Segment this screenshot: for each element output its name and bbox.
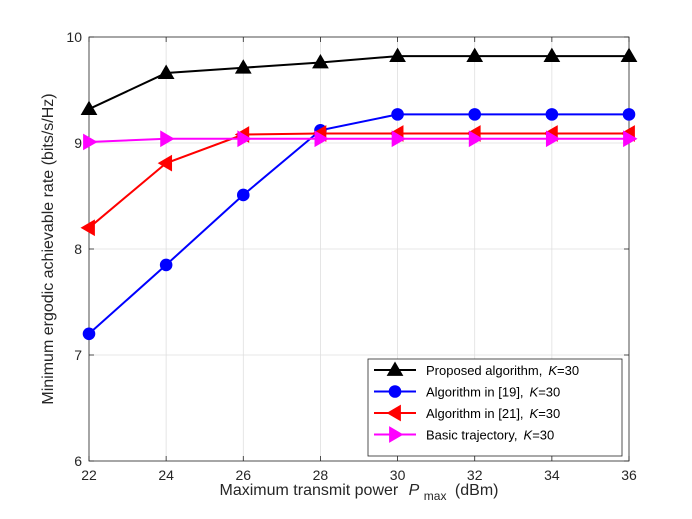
series-4 xyxy=(83,130,638,151)
data-point xyxy=(80,100,98,115)
legend-box xyxy=(367,358,623,457)
data-point xyxy=(620,47,638,62)
y-tick-label: 10 xyxy=(66,29,82,45)
x-tick-label: 24 xyxy=(158,467,174,483)
data-point xyxy=(236,188,250,202)
legend-swatch-marker xyxy=(386,404,401,422)
data-point xyxy=(622,108,636,121)
series-line xyxy=(88,113,629,335)
y-tick-label: 7 xyxy=(74,347,82,363)
legend-swatch-marker xyxy=(386,361,404,376)
data-point xyxy=(159,258,173,272)
series-line xyxy=(88,55,629,110)
series-group xyxy=(80,47,638,341)
x-axis-label-symbol: P xyxy=(409,482,420,499)
data-point xyxy=(389,47,406,62)
data-point xyxy=(82,327,96,341)
series-line xyxy=(88,132,629,229)
data-point xyxy=(157,64,175,79)
data-point xyxy=(160,130,175,148)
legend-swatch-marker xyxy=(388,385,402,398)
series-1 xyxy=(80,47,638,115)
y-tick-label: 6 xyxy=(74,453,82,469)
legend-entry-4: Basic trajectory, K=30 xyxy=(374,426,554,443)
x-tick-label: 36 xyxy=(621,467,637,483)
y-axis-label: Minimum ergodic achievable rate (bits/s/… xyxy=(40,93,57,404)
legend-entry-1: Proposed algorithm, K=30 xyxy=(374,361,579,378)
data-point xyxy=(545,130,561,148)
x-tick-label: 34 xyxy=(544,467,560,483)
x-axis-label-text: Maximum transmit power xyxy=(220,482,399,499)
data-point xyxy=(468,108,482,121)
y-tick-label: 8 xyxy=(74,241,82,257)
data-point xyxy=(466,47,484,62)
legend: Proposed algorithm, K=30 Algorithm in [19]… xyxy=(367,358,623,457)
legend-label: Basic trajectory, K=30 xyxy=(426,428,554,443)
data-point xyxy=(543,47,561,62)
legend-label: Proposed algorithm, K=30 xyxy=(426,363,579,378)
data-point xyxy=(80,219,95,237)
data-point xyxy=(234,59,252,74)
x-tick-label: 26 xyxy=(235,467,251,483)
data-point xyxy=(83,133,98,151)
series-line xyxy=(88,137,629,143)
x-tick-label: 22 xyxy=(81,467,97,483)
x-axis-label: Maximum transmit power P max (dBm) xyxy=(220,482,499,504)
data-point xyxy=(391,130,407,148)
x-axis-label-subscript: max xyxy=(424,489,447,503)
y-tick-label: 9 xyxy=(74,135,82,151)
data-point xyxy=(157,154,173,172)
x-tick-label: 32 xyxy=(467,467,483,483)
data-point xyxy=(545,108,559,121)
legend-entry-3: Algorithm in [21], K=30 xyxy=(374,404,560,422)
x-tick-label: 30 xyxy=(390,467,406,483)
data-point xyxy=(314,130,329,148)
data-point xyxy=(391,108,404,121)
legend-label: Algorithm in [21], K=30 xyxy=(426,406,560,421)
legend-swatch-marker xyxy=(389,426,404,443)
legend-label: Algorithm in [19], K=30 xyxy=(426,385,560,400)
data-point xyxy=(468,130,484,148)
axis-ticks: 22 24 26 28 30 32 34 36 6 7 8 9 10 xyxy=(66,29,637,483)
x-axis-label-unit: (dBm) xyxy=(455,482,499,499)
data-point xyxy=(237,130,252,148)
data-point xyxy=(623,130,638,148)
x-tick-label: 28 xyxy=(313,467,329,483)
legend-entry-2: Algorithm in [19], K=30 xyxy=(374,385,560,400)
data-point xyxy=(312,53,329,69)
